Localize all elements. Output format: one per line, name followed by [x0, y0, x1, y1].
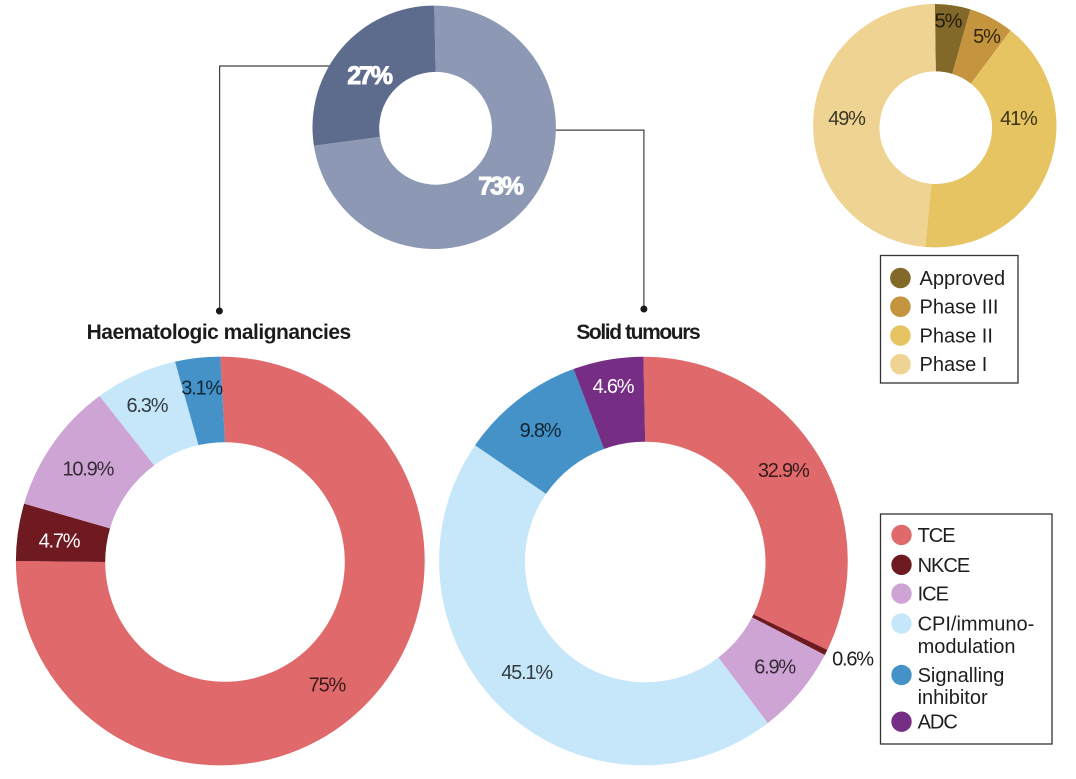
svg-text:4.7%: 4.7% — [39, 530, 81, 552]
svg-text:ADC: ADC — [918, 712, 958, 734]
svg-text:Solid tumours: Solid tumours — [576, 321, 700, 344]
svg-text:inhibitor: inhibitor — [918, 687, 988, 709]
svg-text:0.6%: 0.6% — [832, 649, 874, 671]
svg-text:73%: 73% — [478, 172, 523, 200]
svg-text:27%: 27% — [347, 62, 392, 90]
svg-text:Signalling: Signalling — [918, 665, 1005, 687]
svg-text:Phase III: Phase III — [920, 297, 999, 319]
svg-text:TCE: TCE — [918, 525, 956, 547]
svg-text:ICE: ICE — [918, 584, 949, 606]
svg-text:6.9%: 6.9% — [754, 656, 796, 678]
svg-text:modulation: modulation — [918, 636, 1016, 658]
svg-text:4.6%: 4.6% — [593, 376, 635, 398]
svg-text:5%: 5% — [935, 11, 963, 33]
svg-text:Approved: Approved — [920, 268, 1006, 290]
svg-text:75%: 75% — [309, 674, 347, 696]
svg-text:CPI/immuno-: CPI/immuno- — [918, 614, 1035, 636]
svg-text:10.9%: 10.9% — [62, 458, 114, 480]
svg-text:5%: 5% — [973, 26, 1001, 48]
svg-text:3.1%: 3.1% — [181, 378, 223, 400]
svg-text:Phase I: Phase I — [920, 354, 988, 376]
svg-text:45.1%: 45.1% — [501, 662, 553, 684]
svg-text:41%: 41% — [1000, 108, 1038, 130]
svg-text:49%: 49% — [828, 108, 866, 130]
svg-text:32.9%: 32.9% — [758, 460, 810, 482]
svg-text:6.3%: 6.3% — [127, 395, 169, 417]
svg-text:NKCE: NKCE — [918, 555, 970, 577]
svg-text:9.8%: 9.8% — [520, 420, 562, 442]
svg-text:Phase II: Phase II — [920, 326, 993, 348]
svg-text:Haematologic malignancies: Haematologic malignancies — [87, 321, 351, 344]
